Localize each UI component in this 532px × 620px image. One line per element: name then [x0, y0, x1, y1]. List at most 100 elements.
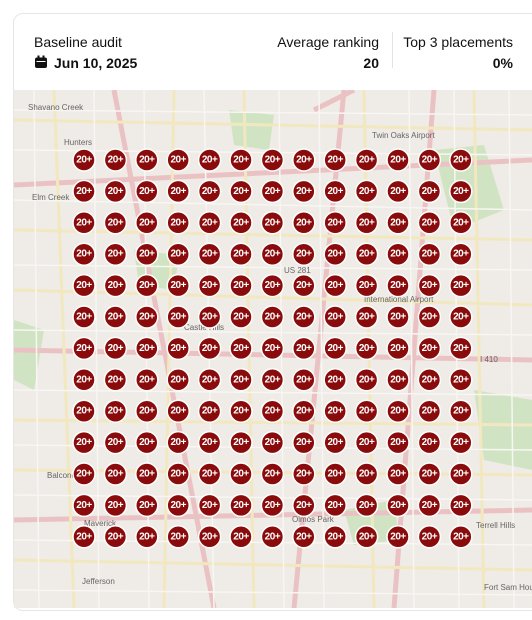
marker-label: 20+: [108, 437, 124, 448]
marker-label: 20+: [76, 531, 92, 542]
marker-circle: [72, 148, 96, 172]
marker-label: 20+: [327, 437, 343, 448]
marker-circle: [386, 493, 410, 518]
rank-marker: 20+: [103, 148, 128, 172]
marker-label: 20+: [139, 469, 155, 480]
marker-label: 20+: [170, 343, 186, 354]
rank-marker: 20+: [166, 242, 190, 266]
marker-circle: [229, 462, 253, 486]
marker-label: 20+: [359, 469, 375, 480]
rank-marker: 20+: [197, 179, 222, 204]
marker-circle: [135, 336, 159, 361]
marker-circle: [417, 462, 442, 486]
rank-marker: 20+: [323, 179, 347, 204]
marker-circle: [166, 525, 190, 549]
marker-label: 20+: [265, 280, 281, 291]
rank-marker: 20+: [166, 273, 190, 298]
marker-label: 20+: [76, 437, 92, 448]
marker-label: 20+: [453, 280, 469, 291]
rank-marker: 20+: [72, 399, 96, 423]
rank-marker: 20+: [449, 336, 473, 361]
rank-marker: 20+: [354, 525, 379, 549]
marker-circle: [166, 305, 190, 329]
marker-circle: [103, 305, 128, 329]
marker-circle: [354, 430, 379, 455]
rank-marker: 20+: [135, 242, 159, 266]
rank-marker: 20+: [354, 148, 379, 172]
marker-circle: [323, 430, 347, 455]
marker-circle: [103, 525, 128, 549]
rank-marker: 20+: [386, 525, 410, 549]
rank-marker: 20+: [229, 148, 253, 172]
marker-label: 20+: [170, 531, 186, 542]
rank-marker: 20+: [323, 305, 347, 329]
marker-circle: [103, 336, 128, 361]
rank-marker: 20+: [354, 336, 379, 361]
marker-label: 20+: [422, 280, 438, 291]
marker-circle: [197, 179, 222, 204]
map-label: Balcones: [47, 471, 80, 480]
rank-marker: 20+: [166, 525, 190, 549]
rank-marker: 20+: [72, 273, 96, 298]
marker-label: 20+: [327, 469, 343, 480]
rank-marker: 20+: [260, 399, 285, 423]
marker-label: 20+: [296, 500, 312, 511]
marker-label: 20+: [170, 469, 186, 480]
rank-marker: 20+: [72, 305, 96, 329]
rank-marker: 20+: [292, 179, 316, 204]
marker-circle: [354, 211, 379, 235]
rank-marker: 20+: [103, 336, 128, 361]
marker-label: 20+: [390, 155, 406, 166]
rank-marker: 20+: [135, 399, 159, 423]
marker-label: 20+: [76, 469, 92, 480]
marker-label: 20+: [202, 186, 218, 197]
marker-circle: [354, 493, 379, 518]
marker-label: 20+: [202, 280, 218, 291]
rank-marker: 20+: [386, 462, 410, 486]
rank-marker: 20+: [386, 148, 410, 172]
rank-marker: 20+: [103, 273, 128, 298]
rank-marker: 20+: [417, 399, 442, 423]
rank-marker: 20+: [449, 525, 473, 549]
marker-circle: [260, 148, 285, 172]
rank-marker: 20+: [260, 273, 285, 298]
marker-label: 20+: [265, 186, 281, 197]
rank-marker: 20+: [135, 493, 159, 518]
marker-label: 20+: [233, 280, 249, 291]
marker-label: 20+: [265, 437, 281, 448]
marker-label: 20+: [233, 217, 249, 228]
rank-marker: 20+: [449, 399, 473, 423]
marker-circle: [135, 368, 159, 392]
marker-label: 20+: [453, 374, 469, 385]
rank-marker: 20+: [135, 430, 159, 455]
marker-circle: [354, 148, 379, 172]
marker-circle: [386, 430, 410, 455]
rank-marker: 20+: [323, 211, 347, 235]
rank-marker: 20+: [260, 525, 285, 549]
marker-circle: [449, 525, 473, 549]
marker-circle: [229, 399, 253, 423]
rank-marker: 20+: [197, 242, 222, 266]
marker-circle: [135, 430, 159, 455]
marker-circle: [260, 399, 285, 423]
marker-circle: [103, 211, 128, 235]
marker-label: 20+: [265, 155, 281, 166]
stat-label: Top 3 placements: [403, 34, 513, 50]
rank-marker: 20+: [135, 148, 159, 172]
rank-marker: 20+: [260, 368, 285, 392]
marker-circle: [229, 525, 253, 549]
marker-circle: [229, 493, 253, 518]
map-label: Olmos Park: [292, 515, 335, 524]
marker-label: 20+: [170, 217, 186, 228]
marker-circle: [260, 525, 285, 549]
marker-label: 20+: [327, 312, 343, 323]
marker-label: 20+: [296, 437, 312, 448]
rank-marker: 20+: [166, 336, 190, 361]
rank-marker: 20+: [354, 430, 379, 455]
marker-label: 20+: [453, 406, 469, 417]
marker-circle: [449, 462, 473, 486]
rank-marker: 20+: [260, 336, 285, 361]
marker-label: 20+: [170, 186, 186, 197]
marker-circle: [72, 273, 96, 298]
marker-circle: [166, 242, 190, 266]
